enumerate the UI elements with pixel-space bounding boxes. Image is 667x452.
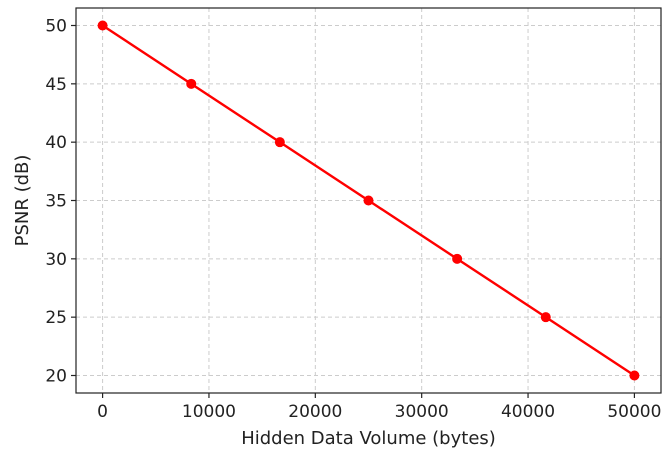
data-point — [540, 312, 551, 323]
grid-layer — [76, 8, 661, 393]
data-point — [363, 195, 374, 206]
y-tick-label: 40 — [45, 133, 67, 153]
tick-layer: 0 10000 20000 30000 40000 50000 20 25 30 35 40 45 50 — [45, 17, 661, 423]
y-tick-label: 50 — [45, 17, 67, 37]
data-point — [452, 253, 463, 264]
x-tick-label: 20000 — [288, 402, 342, 422]
x-tick-label: 0 — [97, 402, 108, 422]
y-tick-label: 25 — [45, 308, 67, 328]
y-tick-label: 35 — [45, 192, 67, 212]
y-axis-label: PSNR (dB) — [12, 155, 33, 247]
x-tick-label: 30000 — [395, 402, 449, 422]
y-tick-label: 20 — [45, 367, 67, 387]
series-layer — [97, 20, 640, 381]
x-tick-label: 10000 — [182, 402, 236, 422]
data-point — [629, 370, 640, 381]
data-point — [186, 78, 197, 89]
x-tick-label: 50000 — [607, 402, 661, 422]
y-tick-label: 30 — [45, 250, 67, 270]
data-point — [274, 137, 285, 148]
y-tick-label: 45 — [45, 75, 67, 95]
data-point — [97, 20, 108, 31]
x-tick-label: 40000 — [501, 402, 555, 422]
x-axis-label: Hidden Data Volume (bytes) — [241, 428, 496, 449]
